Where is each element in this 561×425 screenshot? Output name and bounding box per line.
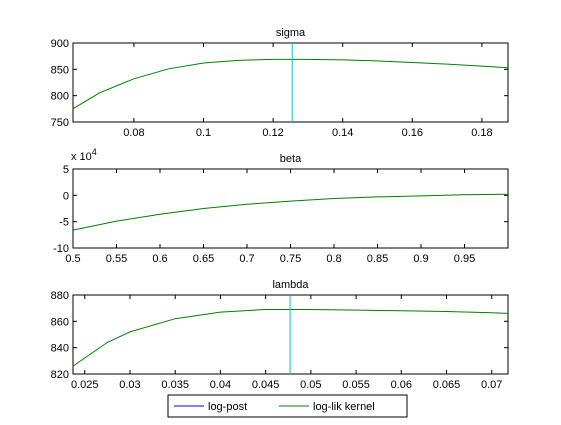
legend-label: log-post xyxy=(208,401,247,413)
beta-xtick-label: 0.65 xyxy=(193,253,214,265)
sigma-series-line xyxy=(72,58,509,110)
sigma-xtick-label: 0.18 xyxy=(471,127,492,139)
lambda-xtick-label: 0.045 xyxy=(252,379,280,391)
lambda-xtick-label: 0.06 xyxy=(391,379,412,391)
beta-ytick-label: -10 xyxy=(53,243,69,255)
beta-title: beta xyxy=(280,153,302,165)
sigma-xtick-label: 0.08 xyxy=(123,127,144,139)
legend-label: log-lik kernel xyxy=(313,401,375,413)
sigma-ytick-label: 900 xyxy=(51,38,69,50)
lambda-title: lambda xyxy=(272,279,309,291)
lambda-subplot: lambda 0.025 0.03 0.035 0.04 0.045 0.05 0.055 0.… xyxy=(51,279,509,391)
beta-ytick-label: 0 xyxy=(63,190,69,202)
beta-axes-box xyxy=(72,168,509,249)
beta-y-exponent: x 104 xyxy=(71,147,97,163)
sigma-xtick-label: 0.12 xyxy=(262,127,283,139)
beta-ytick-label: 5 xyxy=(63,164,69,176)
beta-series-line xyxy=(72,193,509,231)
lambda-xtick-label: 0.05 xyxy=(300,379,321,391)
lambda-xtick-label: 0.025 xyxy=(71,379,99,391)
sigma-xtick-label: 0.16 xyxy=(402,127,423,139)
lambda-xtick-label: 0.065 xyxy=(433,379,461,391)
beta-ytick-label: -5 xyxy=(59,217,69,229)
beta-xtick-label: 0.75 xyxy=(280,253,301,265)
beta-xtick-label: 0.9 xyxy=(413,253,428,265)
beta-xtick-label: 0.6 xyxy=(152,253,167,265)
sigma-xtick-label: 0.1 xyxy=(196,127,211,139)
sigma-axes-box xyxy=(72,42,509,123)
lambda-ytick-label: 860 xyxy=(51,316,69,328)
beta-xtick-label: 0.5 xyxy=(65,253,80,265)
lambda-xtick-label: 0.03 xyxy=(119,379,140,391)
lambda-ytick-label: 840 xyxy=(51,343,69,355)
sigma-ytick-label: 750 xyxy=(51,117,69,129)
beta-xtick-label: 0.55 xyxy=(106,253,127,265)
lambda-series-line xyxy=(72,308,509,367)
beta-xtick-label: 0.7 xyxy=(239,253,254,265)
beta-xtick-label: 0.95 xyxy=(454,253,475,265)
sigma-ytick-label: 800 xyxy=(51,91,69,103)
lambda-xtick-label: 0.04 xyxy=(210,379,231,391)
lambda-ytick-label: 820 xyxy=(51,369,69,381)
lambda-xtick-label: 0.055 xyxy=(342,379,370,391)
lambda-ytick-label: 880 xyxy=(51,290,69,302)
sigma-xtick-label: 0.14 xyxy=(332,127,353,139)
sigma-title: sigma xyxy=(276,27,306,39)
lambda-xtick-label: 0.035 xyxy=(161,379,189,391)
legend: log-post log-lik kernel xyxy=(167,394,408,418)
sigma-subplot: sigma 0.08 0.1 0.12 0.14 0.16 0.18 750 800 850 900 xyxy=(51,27,509,139)
sigma-ytick-label: 850 xyxy=(51,64,69,76)
beta-subplot: beta 0.5 0.55 0.6 0.65 0.7 0.75 0.8 0.85 0.9 0.95 -… xyxy=(53,147,509,265)
beta-xtick-label: 0.85 xyxy=(367,253,388,265)
beta-xtick-label: 0.8 xyxy=(326,253,341,265)
lambda-xtick-label: 0.07 xyxy=(481,379,502,391)
